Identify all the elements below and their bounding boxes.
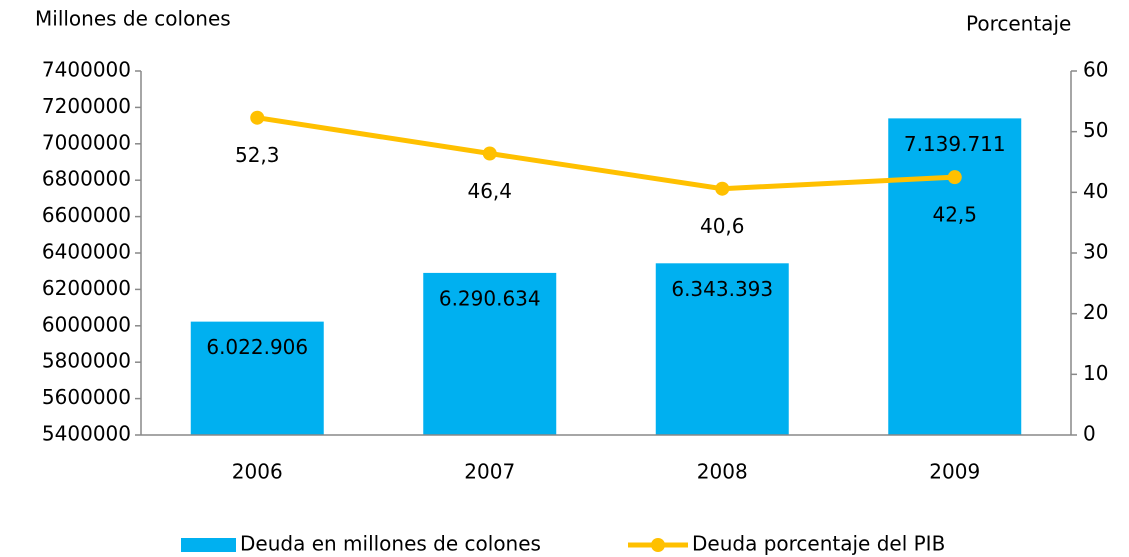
y2-tick-label: 30 <box>1083 240 1108 264</box>
y-tick-label: 6200000 <box>42 276 131 300</box>
y2-tick-label: 0 <box>1083 422 1096 446</box>
bar-value-label: 6.290.634 <box>439 286 541 310</box>
y2-tick-label: 40 <box>1083 179 1108 203</box>
y-tick-label: 5800000 <box>42 349 131 373</box>
x-tick-label: 2009 <box>929 460 980 484</box>
bar <box>888 118 1022 436</box>
bar <box>423 272 557 435</box>
legend-label: Deuda en millones de colones <box>240 532 541 556</box>
y-axis-label: Millones de colones <box>35 7 231 31</box>
legend-label: Deuda porcentaje del PIB <box>692 532 945 556</box>
y2-tick-label: 20 <box>1083 300 1108 324</box>
y2-tick-label: 50 <box>1083 118 1108 142</box>
bar <box>190 321 324 435</box>
line-point <box>250 110 265 125</box>
line-value-label: 46,4 <box>467 179 512 203</box>
y-tick-label: 7200000 <box>42 94 131 118</box>
legend-swatch <box>181 538 236 552</box>
x-tick-label: 2007 <box>464 460 515 484</box>
line-point <box>482 146 497 161</box>
y-tick-label: 5600000 <box>42 385 131 409</box>
bar-value-label: 6.343.393 <box>671 277 773 301</box>
y-tick-label: 6000000 <box>42 312 131 336</box>
y2-tick-label: 60 <box>1083 58 1108 82</box>
x-tick-label: 2008 <box>697 460 748 484</box>
y2-tick-label: 10 <box>1083 361 1108 385</box>
bar <box>655 263 789 435</box>
y-tick-label: 7400000 <box>42 58 131 82</box>
bar-value-label: 6.022.906 <box>206 335 308 359</box>
y2-axis-label: Porcentaje <box>966 12 1071 36</box>
x-tick-label: 2006 <box>232 460 283 484</box>
line-value-label: 42,5 <box>932 203 977 227</box>
line-point <box>947 170 962 185</box>
legend-swatch <box>651 538 665 552</box>
line-value-label: 40,6 <box>700 214 745 238</box>
y-tick-label: 5400000 <box>42 422 131 446</box>
bar-value-label: 7.139.711 <box>904 132 1006 156</box>
y-tick-label: 7000000 <box>42 130 131 154</box>
line-value-label: 52,3 <box>235 143 280 167</box>
y-tick-label: 6600000 <box>42 203 131 227</box>
line-point <box>715 181 730 196</box>
y-tick-label: 6400000 <box>42 240 131 264</box>
y-tick-label: 6800000 <box>42 167 131 191</box>
line <box>256 115 955 192</box>
